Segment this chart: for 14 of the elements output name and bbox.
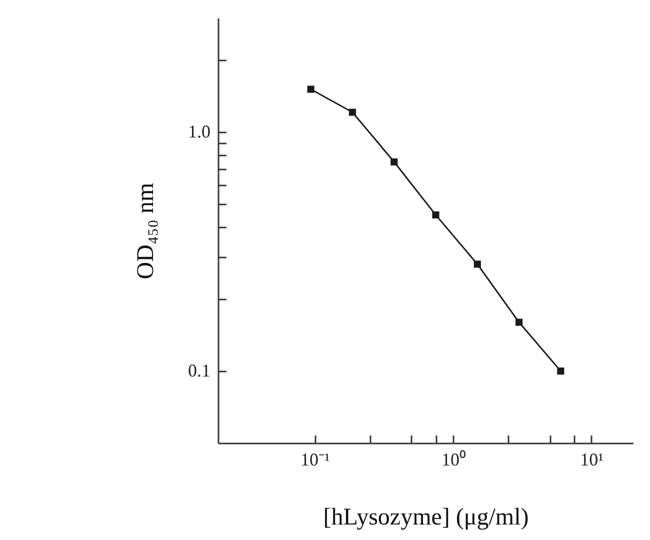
point [390, 158, 398, 166]
point [348, 108, 356, 116]
x-axis-title: [hLysozyme] (μg/ml) [323, 504, 529, 530]
x-tick-label: 10⁰ [442, 450, 466, 470]
y-tick-label: 0.1 [188, 360, 210, 381]
point [557, 368, 564, 375]
point [474, 260, 481, 268]
point [307, 86, 314, 93]
y-axis-title: OD₄₅₀ nm [133, 182, 159, 280]
point [515, 318, 523, 326]
x-tick-label: 10⁻¹ [300, 450, 330, 470]
x-tick-label: 10¹ [580, 450, 604, 470]
y-tick-label: 1.0 [188, 122, 210, 142]
point [432, 211, 440, 218]
